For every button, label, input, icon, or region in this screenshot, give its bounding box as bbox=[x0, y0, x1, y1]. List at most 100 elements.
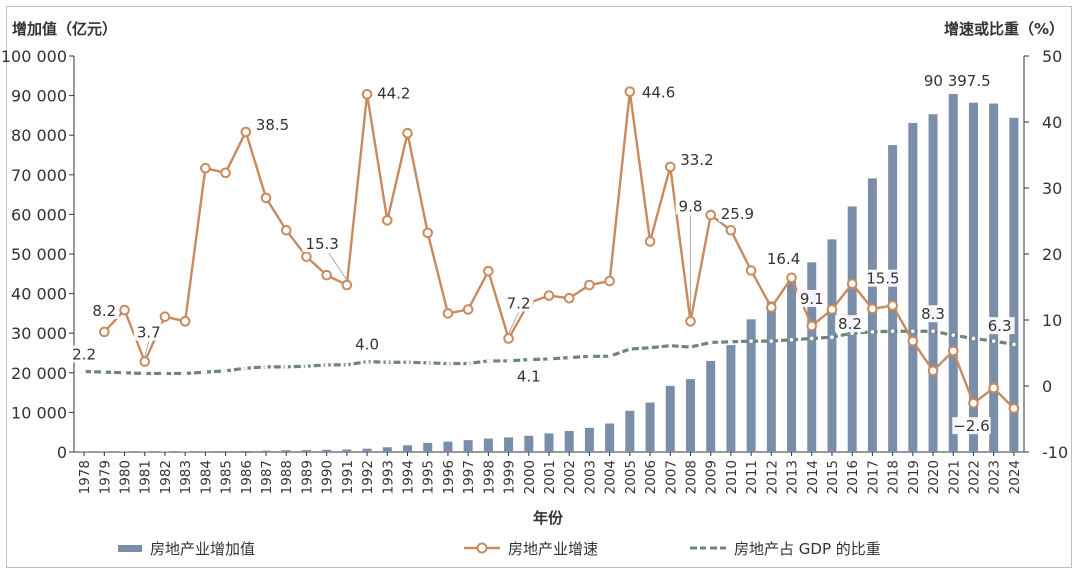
x-tick-label: 2003 bbox=[582, 460, 598, 494]
growth-rate-point bbox=[664, 161, 676, 173]
right-tick-label: 40 bbox=[1042, 113, 1062, 132]
gdp-share-point bbox=[345, 363, 349, 367]
growth-label-bg bbox=[796, 289, 827, 307]
bar-value-added bbox=[908, 122, 918, 452]
left-axis-title: 增加值（亿元） bbox=[12, 20, 117, 38]
legend-bar-swatch bbox=[118, 544, 142, 552]
gdp-share-point bbox=[547, 357, 551, 361]
x-tick-label: 1986 bbox=[239, 460, 255, 494]
x-tick-label: 1980 bbox=[118, 460, 134, 494]
x-tick-label: 1985 bbox=[219, 460, 235, 494]
gdp-share-label: 4.1 bbox=[517, 368, 541, 386]
left-tick-label: 0 bbox=[57, 443, 67, 462]
chart-frame bbox=[6, 6, 1072, 568]
x-tick-label: 1984 bbox=[198, 460, 214, 494]
growth-rate-point bbox=[301, 251, 312, 262]
legend-growth-label: 房地产业增速 bbox=[508, 539, 599, 558]
left-tick-label: 90 000 bbox=[11, 87, 67, 106]
right-tick-label: -10 bbox=[1042, 443, 1068, 462]
left-tick-label: 80 000 bbox=[11, 126, 67, 145]
growth-label: 33.2 bbox=[680, 151, 713, 169]
bar-value-added bbox=[180, 451, 190, 452]
growth-rate-point bbox=[240, 126, 252, 138]
bar-value-added bbox=[827, 239, 837, 452]
gdp-share-point bbox=[102, 370, 107, 374]
x-tick-label: 1978 bbox=[77, 460, 93, 494]
growth-rate-point bbox=[220, 167, 231, 179]
gdp-share-label: 2.2 bbox=[72, 345, 96, 363]
x-tick-label: 2024 bbox=[1007, 460, 1023, 494]
bar-value-added bbox=[382, 447, 392, 452]
growth-rate-point bbox=[685, 316, 696, 327]
gdp-share-label: 8.2 bbox=[838, 315, 862, 333]
x-tick-label: 2009 bbox=[704, 460, 720, 494]
bar-value-added bbox=[584, 427, 594, 452]
gdp-share-point bbox=[567, 355, 572, 360]
legend-bar-label: 房地产业增加值 bbox=[150, 539, 256, 558]
x-tick-label: 1996 bbox=[441, 460, 457, 494]
growth-label: 15.3 bbox=[305, 235, 338, 253]
plot-area: 0 10 000 20 000 30 000 40 000 50 000 60 000 70 … bbox=[1, 47, 1068, 494]
growth-rate-point bbox=[806, 320, 818, 332]
growth-rate-point bbox=[644, 236, 656, 247]
x-tick-label: 2010 bbox=[724, 460, 740, 494]
gdp-share-point bbox=[931, 329, 935, 334]
x-tick-label: 2015 bbox=[825, 460, 841, 494]
gdp-share-point bbox=[506, 359, 511, 363]
growth-label-bg bbox=[675, 197, 706, 215]
right-tick-label: 10 bbox=[1042, 311, 1062, 330]
legend-share-label: 房地产占 GDP 的比重 bbox=[734, 539, 881, 558]
bar-value-added bbox=[463, 440, 473, 452]
bar-value-added bbox=[766, 301, 776, 452]
growth-rate-point bbox=[887, 300, 898, 311]
growth-rate-point bbox=[159, 311, 171, 323]
x-tick-label: 1990 bbox=[320, 460, 336, 494]
x-tick-label: 1982 bbox=[158, 460, 174, 494]
growth-rate-point bbox=[584, 279, 595, 291]
bar-value-label-bg bbox=[920, 72, 994, 90]
right-tick-label: 50 bbox=[1042, 47, 1062, 66]
gdp-share-point bbox=[425, 361, 430, 365]
x-tick-label: 2018 bbox=[886, 460, 902, 494]
bar-value-added bbox=[504, 437, 514, 452]
growth-label-leader bbox=[328, 252, 348, 281]
x-tick-label: 2016 bbox=[845, 460, 861, 494]
x-tick-label: 2008 bbox=[683, 460, 699, 494]
legend-growth-swatch bbox=[464, 542, 500, 554]
growth-label-bg bbox=[89, 301, 120, 319]
gdp-share-point bbox=[466, 361, 470, 366]
growth-rate-point bbox=[321, 269, 332, 281]
growth-rate-point bbox=[260, 192, 272, 204]
bar-value-label: 90 397.5 bbox=[924, 72, 991, 90]
growth-rate-point bbox=[745, 265, 757, 276]
growth-rate-point bbox=[200, 162, 211, 174]
growth-rate-point bbox=[725, 224, 737, 236]
x-tick-label: 2012 bbox=[764, 460, 780, 494]
growth-rate-point bbox=[1008, 403, 1020, 414]
gdp-share-point bbox=[203, 370, 208, 374]
legend-growth: 房地产业增速 bbox=[464, 536, 598, 560]
x-tick-label: 2002 bbox=[562, 460, 578, 494]
growth-rate-point bbox=[280, 224, 292, 236]
growth-rate-point bbox=[402, 127, 413, 139]
x-tick-label: 2017 bbox=[865, 460, 881, 494]
growth-label-bg bbox=[864, 269, 903, 287]
gdp-share-point bbox=[264, 365, 268, 369]
bar-value-added bbox=[342, 449, 352, 452]
bar-value-added bbox=[605, 423, 615, 452]
gdp-share-point bbox=[1012, 342, 1016, 347]
growth-rate-point bbox=[907, 335, 919, 347]
x-tick-label: 2005 bbox=[623, 460, 639, 494]
x-tick-label: 2011 bbox=[744, 460, 760, 494]
gdp-share-point bbox=[223, 369, 228, 373]
bar-value-added bbox=[989, 103, 999, 453]
gdp-share-point bbox=[870, 330, 875, 334]
growth-rate-point bbox=[543, 290, 555, 301]
growth-rate-point bbox=[119, 304, 130, 316]
gdp-share-point bbox=[365, 359, 369, 364]
bar-value-added bbox=[564, 431, 574, 452]
x-tick-label: 2023 bbox=[987, 460, 1003, 494]
gdp-share-label-bg bbox=[835, 315, 865, 333]
left-tick-label: 40 000 bbox=[11, 285, 67, 304]
